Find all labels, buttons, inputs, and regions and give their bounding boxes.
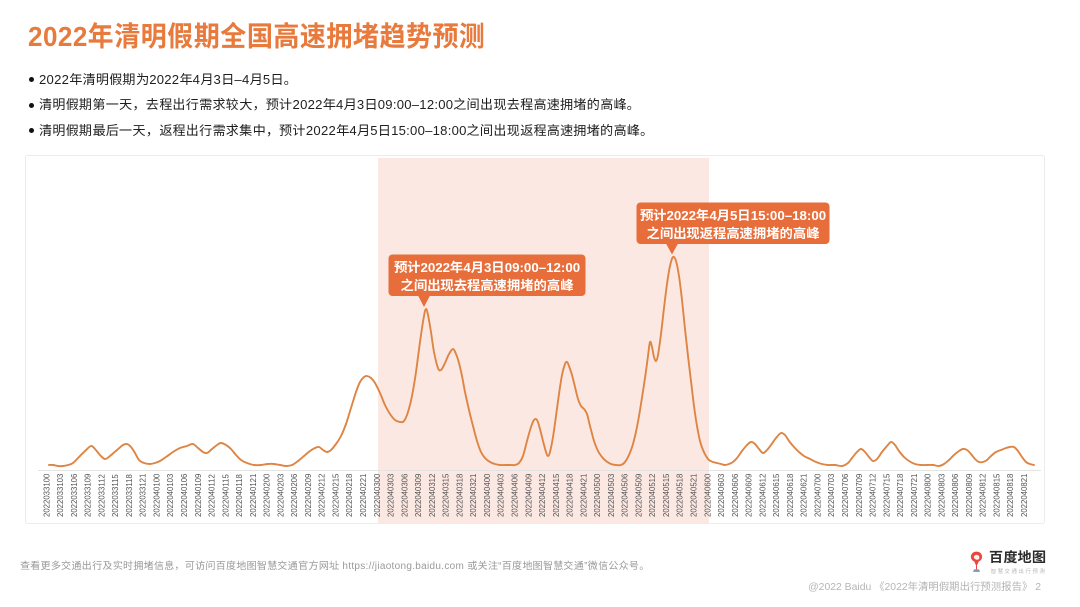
svg-text:2022033115: 2022033115	[111, 474, 120, 517]
svg-text:2022033100: 2022033100	[42, 473, 51, 517]
svg-text:2022040609: 2022040609	[745, 474, 754, 517]
svg-text:2022040218: 2022040218	[345, 474, 354, 517]
svg-text:2022040612: 2022040612	[758, 474, 767, 517]
svg-text:2022040712: 2022040712	[869, 474, 878, 517]
svg-text:2022040318: 2022040318	[455, 474, 464, 517]
svg-text:2022040106: 2022040106	[180, 474, 189, 517]
svg-text:2022033118: 2022033118	[125, 474, 134, 517]
svg-text:2022040721: 2022040721	[910, 474, 919, 517]
svg-text:2022040503: 2022040503	[607, 474, 616, 517]
svg-text:2022040821: 2022040821	[1020, 474, 1029, 517]
svg-text:2022040803: 2022040803	[937, 474, 946, 517]
svg-text:2022040606: 2022040606	[731, 474, 740, 517]
svg-text:2022040321: 2022040321	[469, 474, 478, 517]
svg-text:2022040418: 2022040418	[566, 474, 575, 517]
svg-text:之间出现返程高速拥堵的高峰: 之间出现返程高速拥堵的高峰	[647, 226, 821, 241]
svg-text:2022040703: 2022040703	[827, 474, 836, 517]
svg-text:2022040815: 2022040815	[993, 473, 1002, 517]
svg-text:之间出现去程高速拥堵的高峰: 之间出现去程高速拥堵的高峰	[401, 278, 575, 293]
svg-text:2022040715: 2022040715	[882, 473, 891, 517]
svg-text:2022040621: 2022040621	[800, 474, 809, 517]
svg-text:2022040306: 2022040306	[400, 474, 409, 517]
svg-text:2022040300: 2022040300	[373, 473, 382, 517]
svg-text:2022040115: 2022040115	[221, 474, 230, 517]
svg-text:2022033103: 2022033103	[56, 474, 65, 517]
svg-text:2022040718: 2022040718	[896, 474, 905, 517]
svg-text:2022040506: 2022040506	[621, 474, 630, 517]
svg-text:预计2022年4月5日15:00–18:00: 预计2022年4月5日15:00–18:00	[640, 208, 826, 223]
svg-text:2022040118: 2022040118	[235, 474, 244, 517]
svg-text:预计2022年4月3日09:00–12:00: 预计2022年4月3日09:00–12:00	[394, 260, 580, 275]
svg-text:2022040521: 2022040521	[690, 474, 699, 517]
svg-text:2022033121: 2022033121	[139, 474, 148, 517]
svg-text:2022040806: 2022040806	[951, 474, 960, 517]
svg-text:2022040206: 2022040206	[290, 474, 299, 517]
svg-text:2022040518: 2022040518	[676, 474, 685, 517]
svg-text:2022040800: 2022040800	[924, 473, 933, 517]
svg-text:2022040818: 2022040818	[1006, 474, 1015, 517]
svg-text:2022040109: 2022040109	[194, 474, 203, 517]
svg-text:2022040103: 2022040103	[166, 474, 175, 517]
svg-text:2022040618: 2022040618	[786, 474, 795, 517]
svg-text:2022040203: 2022040203	[276, 474, 285, 517]
svg-text:2022040200: 2022040200	[263, 473, 272, 517]
svg-text:2022040600: 2022040600	[703, 473, 712, 517]
svg-text:2022040312: 2022040312	[428, 474, 437, 517]
svg-text:2022040309: 2022040309	[414, 474, 423, 517]
svg-text:2022040515: 2022040515	[662, 473, 671, 517]
svg-text:2022040212: 2022040212	[318, 474, 327, 517]
svg-text:2022040500: 2022040500	[593, 473, 602, 517]
svg-text:2022033106: 2022033106	[70, 474, 79, 517]
svg-text:2022040121: 2022040121	[249, 474, 258, 517]
svg-text:2022040709: 2022040709	[855, 474, 864, 517]
svg-text:2022040315: 2022040315	[442, 473, 451, 517]
svg-text:2022040112: 2022040112	[208, 474, 217, 517]
svg-text:2022040400: 2022040400	[483, 473, 492, 517]
svg-text:2022040215: 2022040215	[332, 473, 341, 517]
svg-text:2022040209: 2022040209	[304, 474, 313, 517]
svg-text:2022040403: 2022040403	[497, 474, 506, 517]
svg-text:2022040303: 2022040303	[387, 474, 396, 517]
svg-text:2022040700: 2022040700	[813, 473, 822, 517]
svg-text:2022040509: 2022040509	[634, 474, 643, 517]
svg-text:2022040406: 2022040406	[511, 474, 520, 517]
svg-text:2022040603: 2022040603	[717, 474, 726, 517]
svg-text:2022040512: 2022040512	[648, 474, 657, 517]
svg-text:2022040100: 2022040100	[153, 473, 162, 517]
svg-text:2022040809: 2022040809	[965, 474, 974, 517]
svg-text:2022040706: 2022040706	[841, 474, 850, 517]
svg-text:2022040409: 2022040409	[524, 474, 533, 517]
svg-text:2022040221: 2022040221	[359, 474, 368, 517]
svg-text:2022033109: 2022033109	[84, 474, 93, 517]
svg-text:2022040615: 2022040615	[772, 473, 781, 517]
svg-text:2022040812: 2022040812	[979, 474, 988, 517]
svg-text:2022040412: 2022040412	[538, 474, 547, 517]
svg-text:2022033112: 2022033112	[97, 474, 106, 517]
svg-text:2022040415: 2022040415	[552, 473, 561, 517]
svg-text:2022040421: 2022040421	[579, 474, 588, 517]
